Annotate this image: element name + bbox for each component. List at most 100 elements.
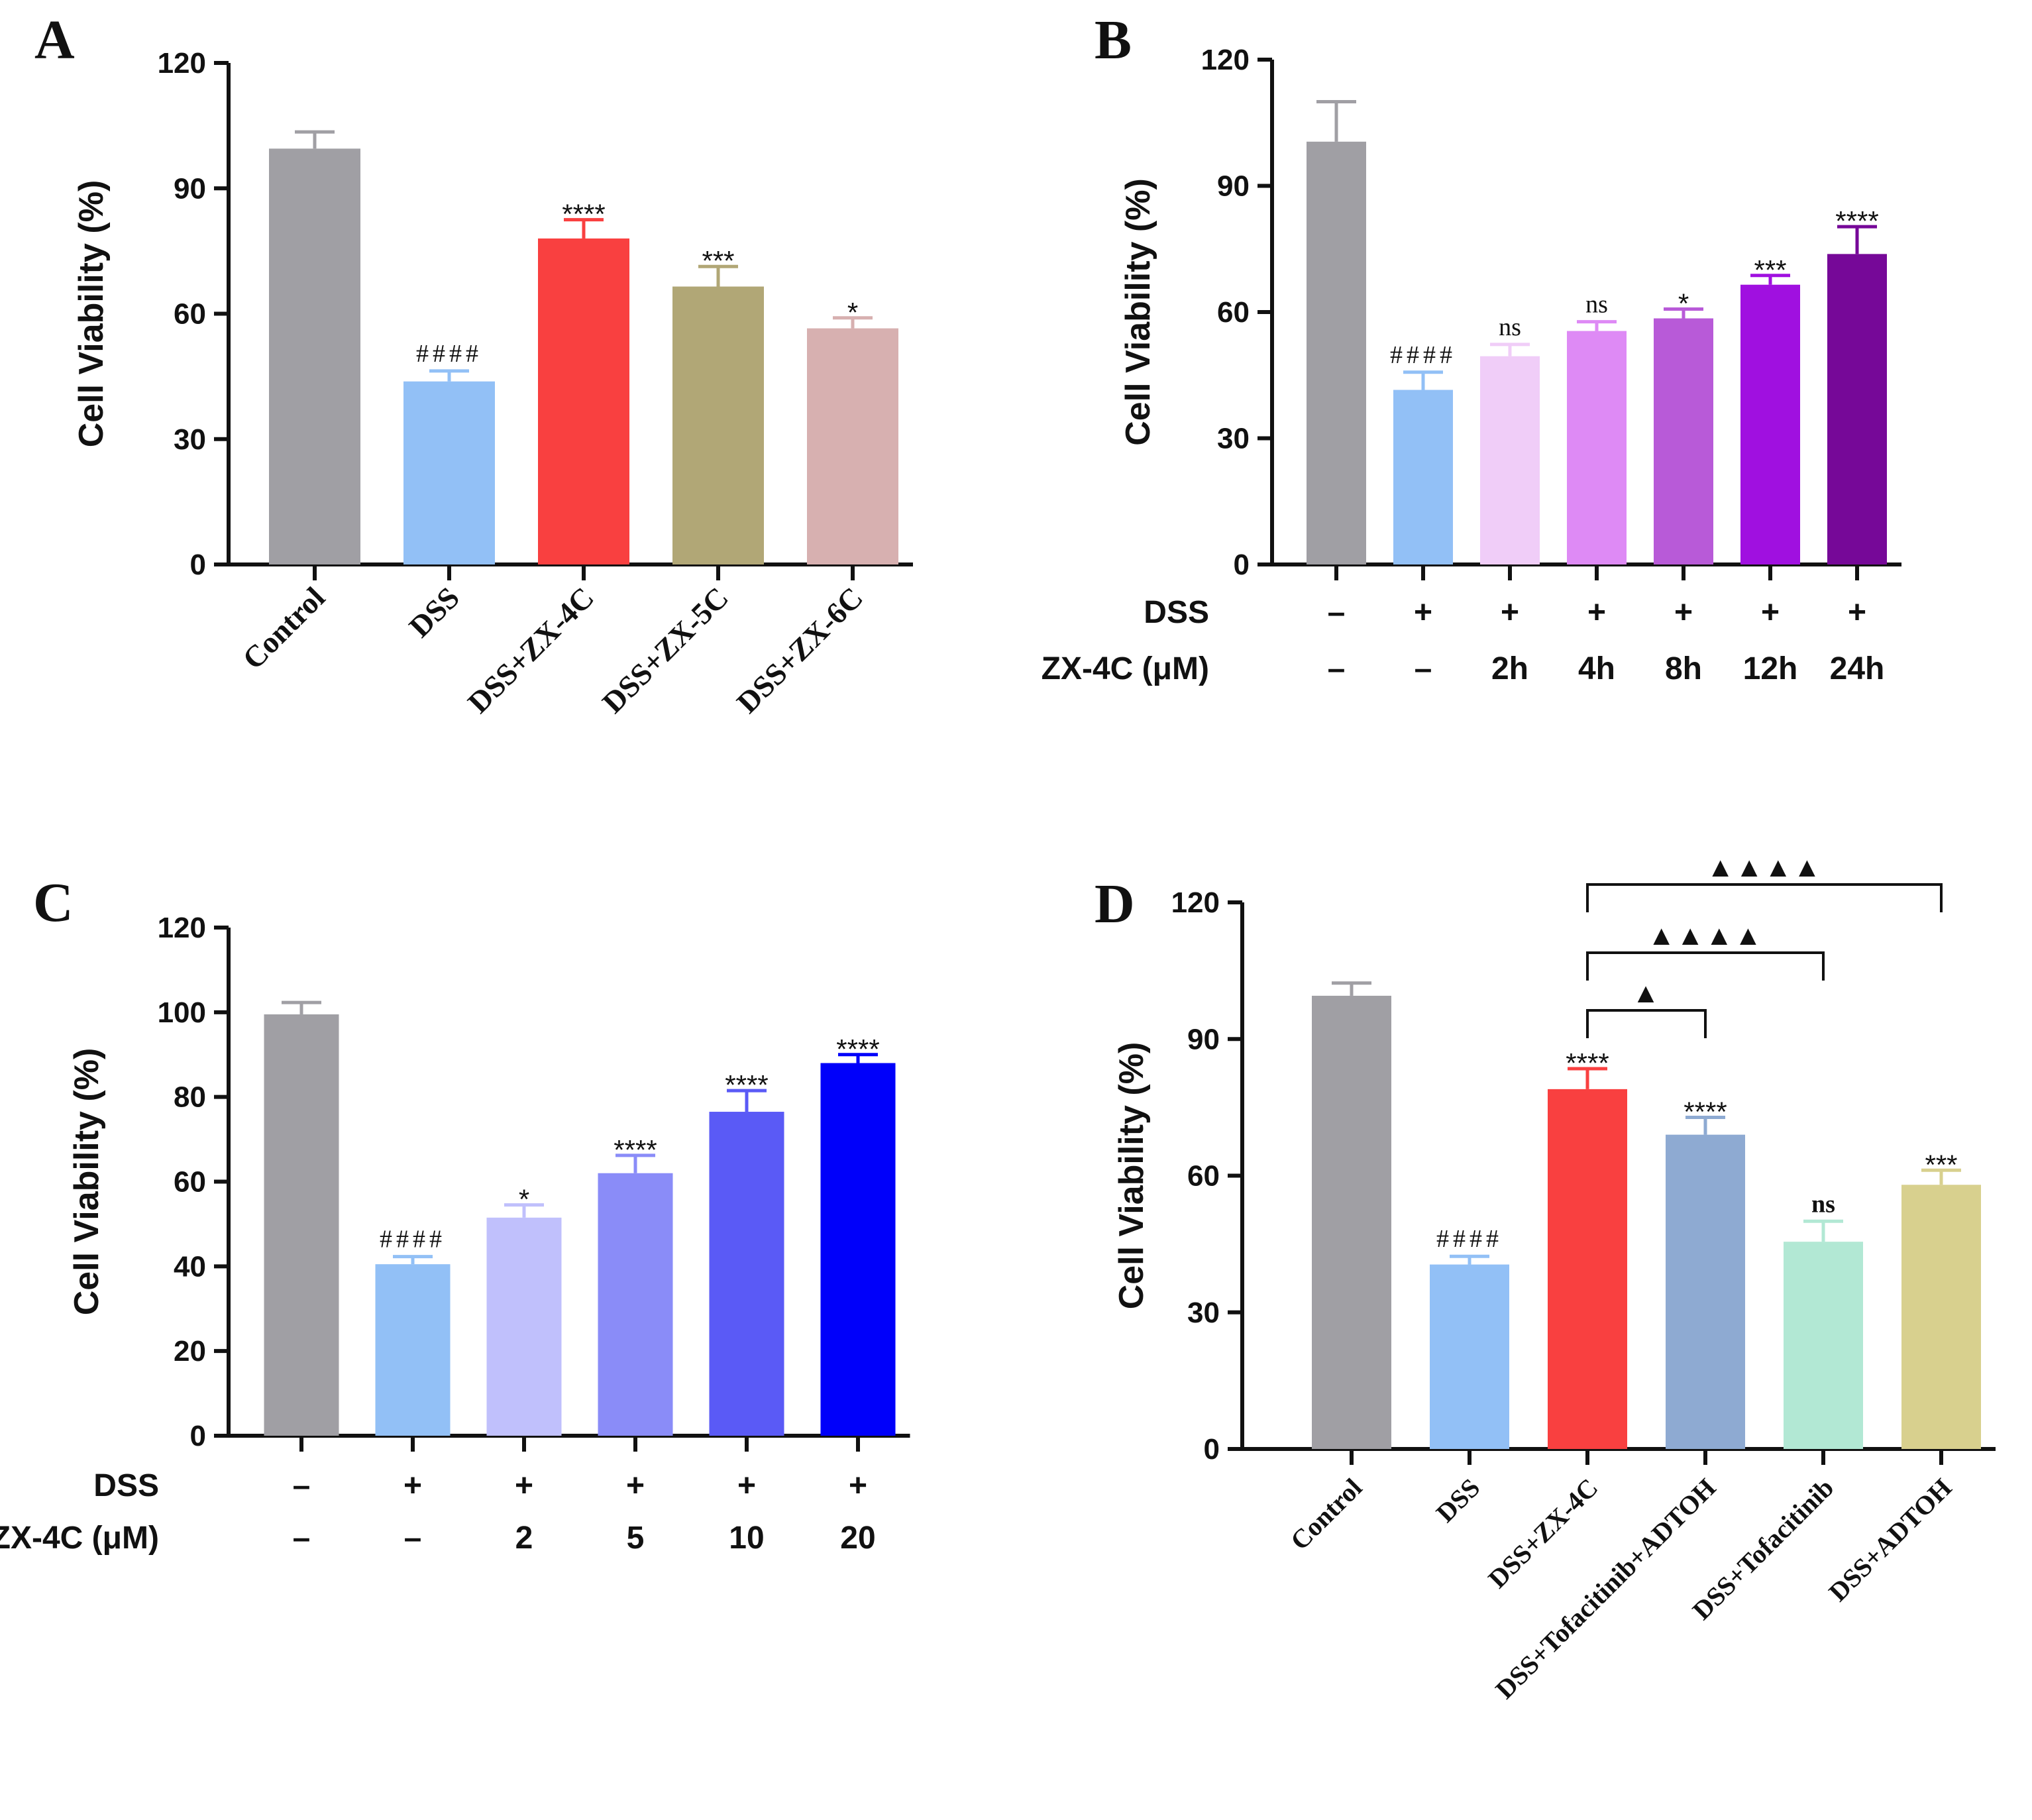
- significance-label: *: [519, 1184, 529, 1215]
- y-tick-label: 120: [1171, 886, 1220, 919]
- bar: [1430, 1264, 1509, 1449]
- bar: [672, 286, 764, 564]
- condition-value: –: [1328, 595, 1346, 630]
- y-axis-label: Cell Viability (%): [1119, 178, 1157, 446]
- significance-label: ****: [725, 1069, 768, 1100]
- condition-value: +: [1587, 595, 1606, 630]
- y-tick-label: 60: [1187, 1160, 1220, 1193]
- y-tick-label: 30: [1217, 423, 1250, 455]
- comparison-label: ▲: [1632, 977, 1661, 1008]
- y-tick-label: 20: [174, 1335, 206, 1367]
- significance-label: ####: [416, 340, 482, 368]
- condition-row-label: DSS: [93, 1468, 159, 1503]
- y-axis-label: Cell Viability (%): [68, 1048, 106, 1316]
- x-category-label: DSS+ZX-6C: [730, 580, 869, 720]
- bar: [1784, 1242, 1863, 1449]
- y-axis-label: Cell Viability (%): [72, 180, 111, 448]
- significance-label: ####: [1390, 341, 1456, 369]
- comparison-label: ▲▲▲▲: [1648, 920, 1763, 951]
- significance-label: *: [847, 297, 858, 328]
- bar: [598, 1173, 673, 1436]
- comparison-label: ▲▲▲▲: [1707, 851, 1822, 883]
- condition-value: –: [404, 1521, 422, 1556]
- significance-label: ****: [1835, 205, 1878, 237]
- significance-label: *: [1678, 288, 1689, 319]
- y-tick-label: 90: [1217, 170, 1250, 203]
- y-tick-label: 90: [1187, 1023, 1220, 1055]
- y-axis-label: Cell Viability (%): [1112, 1042, 1151, 1310]
- condition-value: 20: [840, 1521, 875, 1556]
- significance-label: ***: [702, 245, 734, 276]
- bar: [1654, 318, 1713, 564]
- significance-label: ****: [836, 1034, 879, 1065]
- significance-label: ****: [1684, 1097, 1727, 1128]
- significance-label: ***: [1925, 1149, 1957, 1180]
- panel-letter: D: [1095, 873, 1135, 935]
- comparison-bracket: [1586, 1009, 1707, 1038]
- y-tick-label: 120: [158, 47, 206, 80]
- bar: [1740, 284, 1800, 564]
- panel-letter: B: [1095, 9, 1132, 71]
- y-tick-label: 40: [174, 1250, 206, 1283]
- condition-value: 24h: [1830, 651, 1885, 686]
- y-tick-label: 60: [174, 298, 206, 331]
- significance-label: ns: [1585, 291, 1608, 319]
- x-category-label: DSS+ZX-5C: [596, 580, 735, 720]
- bar: [1548, 1089, 1627, 1449]
- x-category-label: DSS+Tofacitinib+ADTOH: [1489, 1473, 1721, 1705]
- y-tick-label: 30: [1187, 1297, 1220, 1329]
- bar: [807, 328, 898, 564]
- condition-value: –: [293, 1521, 311, 1556]
- condition-value: –: [293, 1468, 311, 1503]
- x-category-label: DSS: [402, 580, 466, 644]
- condition-value: +: [1848, 595, 1866, 630]
- panel-D: D 0 30 60 90 120 Cell Viability (%) Control ####…: [1095, 851, 1996, 1705]
- bar: [820, 1063, 896, 1436]
- x-category-label: DSS+ADTOH: [1823, 1473, 1957, 1607]
- significance-label: ****: [1566, 1047, 1609, 1079]
- condition-value: 4h: [1578, 651, 1615, 686]
- bar: [1393, 390, 1453, 564]
- y-tick-label: 60: [174, 1166, 206, 1199]
- condition-row-label: ZX-4C (μM): [1042, 651, 1209, 686]
- condition-value: +: [849, 1468, 867, 1503]
- condition-row-label: ZX-4C (μM): [0, 1521, 159, 1556]
- bar: [1827, 254, 1887, 564]
- bar: [1567, 331, 1627, 564]
- condition-value: 2: [515, 1521, 533, 1556]
- y-tick-label: 30: [174, 423, 206, 456]
- significance-label: ***: [1754, 254, 1786, 286]
- panel-A: A 0 30 60 90 120 Cell Viability (%) Control ####…: [34, 9, 913, 720]
- bar: [1901, 1185, 1981, 1449]
- condition-value: –: [1328, 651, 1346, 686]
- x-category-label: DSS+ZX-4C: [461, 580, 600, 720]
- y-tick-label: 120: [158, 912, 206, 944]
- condition-value: +: [626, 1468, 645, 1503]
- significance-label: ####: [1436, 1225, 1503, 1253]
- y-tick-label: 80: [174, 1081, 206, 1114]
- y-tick-label: 0: [190, 549, 206, 581]
- y-tick-label: 90: [174, 172, 206, 205]
- significance-label: ####: [380, 1226, 446, 1254]
- significance-label: ****: [614, 1134, 657, 1165]
- panel-letter: C: [33, 872, 74, 934]
- condition-value: 2h: [1491, 651, 1528, 686]
- bar: [1480, 356, 1540, 564]
- x-category-label: DSS+ZX-4C: [1482, 1473, 1603, 1594]
- x-category-label: DSS: [1430, 1473, 1486, 1528]
- comparison-bracket: [1586, 883, 1943, 912]
- condition-value: +: [1501, 595, 1519, 630]
- y-tick-label: 120: [1201, 44, 1250, 76]
- bar: [1312, 995, 1391, 1449]
- condition-value: +: [1674, 595, 1693, 630]
- significance-label: ns: [1811, 1190, 1835, 1218]
- y-tick-label: 0: [1234, 549, 1250, 581]
- condition-value: +: [1761, 595, 1780, 630]
- condition-value: 12h: [1743, 651, 1798, 686]
- condition-value: 10: [729, 1521, 764, 1556]
- x-category-label: Control: [1285, 1473, 1368, 1556]
- bar: [486, 1217, 562, 1436]
